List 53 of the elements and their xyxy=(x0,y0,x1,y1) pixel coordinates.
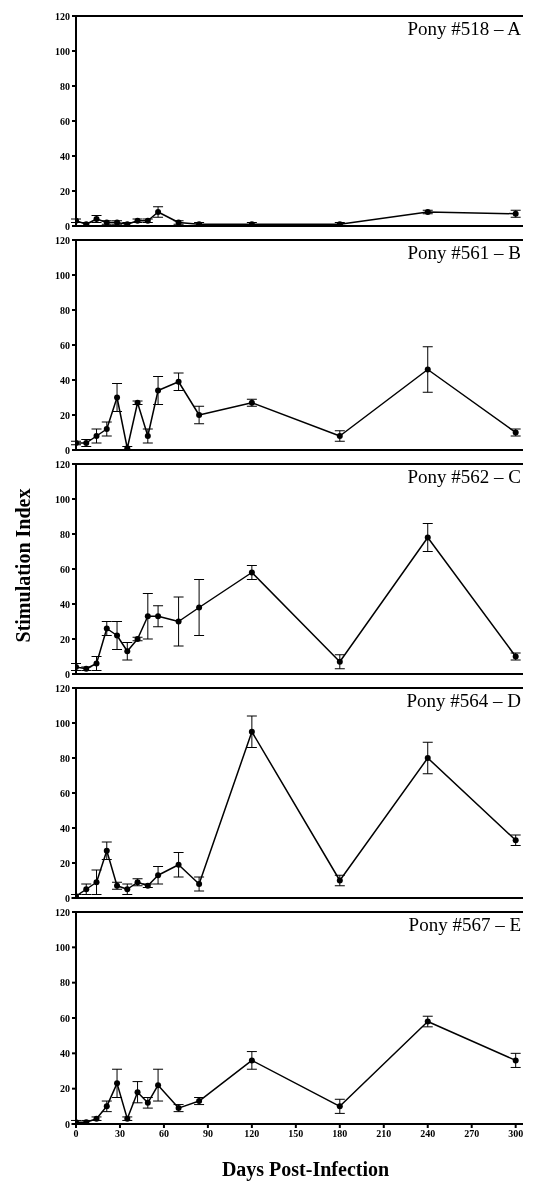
y-tick-label: 80 xyxy=(60,977,70,989)
y-tick-label: 120 xyxy=(55,234,70,246)
y-tick-label: 120 xyxy=(55,906,70,918)
x-tick-label: 0 xyxy=(73,1128,79,1140)
y-tick-label: 100 xyxy=(55,941,70,953)
y-tick-label: 0 xyxy=(65,444,70,456)
y-tick-label: 40 xyxy=(60,374,70,386)
y-tick-label: 40 xyxy=(60,150,70,162)
x-tick-label: 300 xyxy=(508,1128,524,1140)
y-tick-label: 120 xyxy=(55,682,70,694)
y-tick-label: 80 xyxy=(60,528,70,540)
y-tick-label: 100 xyxy=(55,717,70,729)
chart-title: Pony #567 – E xyxy=(408,914,521,936)
chart-title: Pony #518 – A xyxy=(407,18,521,40)
y-tick-label: 100 xyxy=(55,493,70,505)
y-tick-label: 0 xyxy=(65,1118,70,1130)
chart-title: Pony #564 – D xyxy=(406,690,521,712)
x-tick-label: 240 xyxy=(420,1128,436,1140)
x-tick-label: 270 xyxy=(464,1128,480,1140)
y-tick-label: 20 xyxy=(60,857,70,869)
chart-title: Pony #561 – B xyxy=(407,242,521,264)
chart-title: Pony #562 – C xyxy=(407,466,521,488)
y-tick-label: 100 xyxy=(55,269,70,281)
y-tick-label: 60 xyxy=(60,339,70,351)
x-tick-label: 120 xyxy=(244,1128,260,1140)
y-tick-label: 40 xyxy=(60,598,70,610)
y-tick-label: 40 xyxy=(60,1047,70,1059)
y-tick-label: 60 xyxy=(60,787,70,799)
y-tick-label: 100 xyxy=(55,45,70,57)
y-tick-label: 80 xyxy=(60,80,70,92)
x-tick-label: 150 xyxy=(288,1128,304,1140)
y-tick-label: 20 xyxy=(60,633,70,645)
x-axis-title: Days Post-Infection xyxy=(220,1158,391,1181)
y-tick-label: 120 xyxy=(55,458,70,470)
y-tick-label: 80 xyxy=(60,304,70,316)
x-tick-label: 60 xyxy=(158,1128,169,1140)
y-tick-label: 0 xyxy=(65,892,70,904)
y-tick-label: 20 xyxy=(60,1083,70,1095)
x-tick-label: 30 xyxy=(114,1128,125,1140)
y-tick-label: 60 xyxy=(60,1012,70,1024)
y-tick-label: 120 xyxy=(55,10,70,22)
x-tick-label: 210 xyxy=(376,1128,392,1140)
y-tick-label: 20 xyxy=(60,185,70,197)
y-tick-label: 60 xyxy=(60,563,70,575)
y-tick-label: 0 xyxy=(65,220,70,232)
y-tick-label: 40 xyxy=(60,822,70,834)
y-tick-label: 80 xyxy=(60,752,70,764)
x-tick-label: 180 xyxy=(332,1128,348,1140)
y-tick-label: 0 xyxy=(65,668,70,680)
y-axis-title: Stimulation Index xyxy=(11,487,35,645)
x-tick-label: 90 xyxy=(202,1128,213,1140)
y-tick-label: 60 xyxy=(60,115,70,127)
y-tick-label: 20 xyxy=(60,409,70,421)
